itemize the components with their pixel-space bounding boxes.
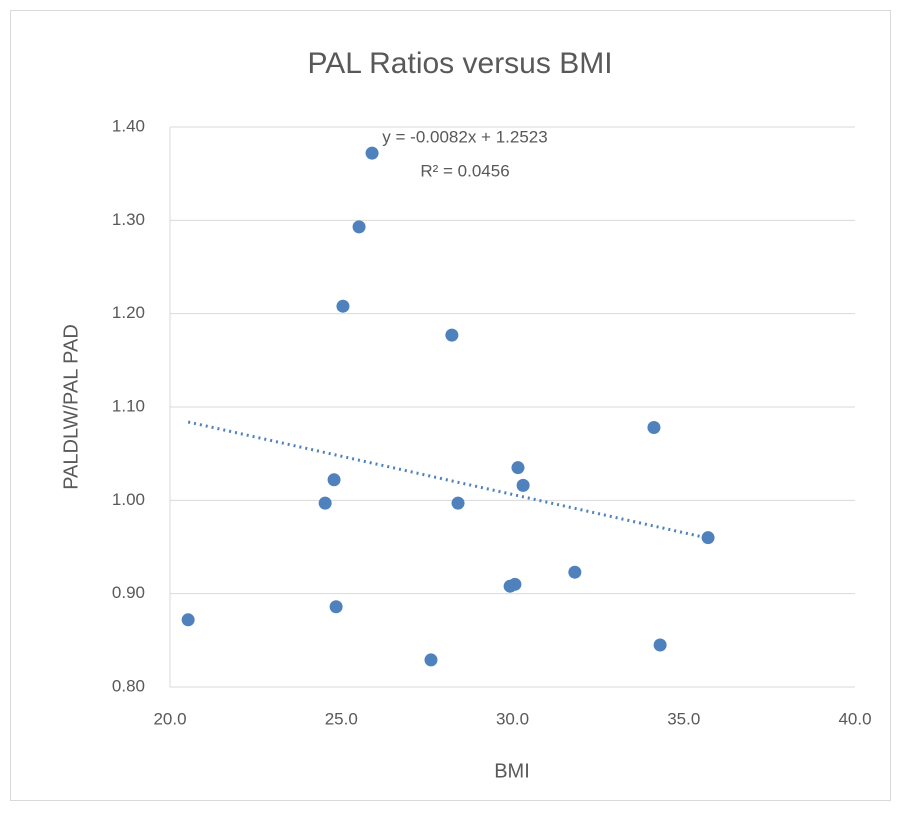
y-tick-label: 1.20 xyxy=(112,303,145,322)
point xyxy=(516,478,530,492)
point xyxy=(701,531,715,545)
point xyxy=(653,638,667,652)
point xyxy=(424,653,438,667)
y-tick-label: 1.00 xyxy=(112,490,145,509)
x-tick-label: 25.0 xyxy=(325,709,358,728)
x-tick-label: 40.0 xyxy=(838,709,871,728)
point xyxy=(445,328,459,342)
point xyxy=(352,220,366,234)
chart-title: PAL Ratios versus BMI xyxy=(307,47,612,80)
point xyxy=(327,473,341,487)
x-tick-label: 30.0 xyxy=(496,709,529,728)
x-axis-label: BMI xyxy=(494,760,530,782)
point xyxy=(451,496,465,510)
y-tick-label: 1.30 xyxy=(112,210,145,229)
point xyxy=(181,613,195,627)
x-tick-label: 20.0 xyxy=(153,709,186,728)
chart-border xyxy=(10,10,891,801)
trendline-equation: y = -0.0082x + 1.2523 xyxy=(382,127,547,146)
point xyxy=(568,565,582,579)
y-tick-label: 1.40 xyxy=(112,116,145,135)
point xyxy=(511,461,525,475)
y-tick-label: 1.10 xyxy=(112,396,145,415)
point xyxy=(647,421,661,435)
point xyxy=(508,577,522,591)
y-axis-label: PALDLW/PAL PAD xyxy=(60,324,82,490)
point xyxy=(365,146,379,160)
y-tick-label: 0.80 xyxy=(112,676,145,695)
point xyxy=(336,299,350,313)
trendline-r-squared: R² = 0.0456 xyxy=(420,161,509,180)
point xyxy=(329,600,343,614)
point xyxy=(318,496,332,510)
trendline xyxy=(187,420,709,540)
x-tick-label: 35.0 xyxy=(667,709,700,728)
y-tick-label: 0.90 xyxy=(112,583,145,602)
